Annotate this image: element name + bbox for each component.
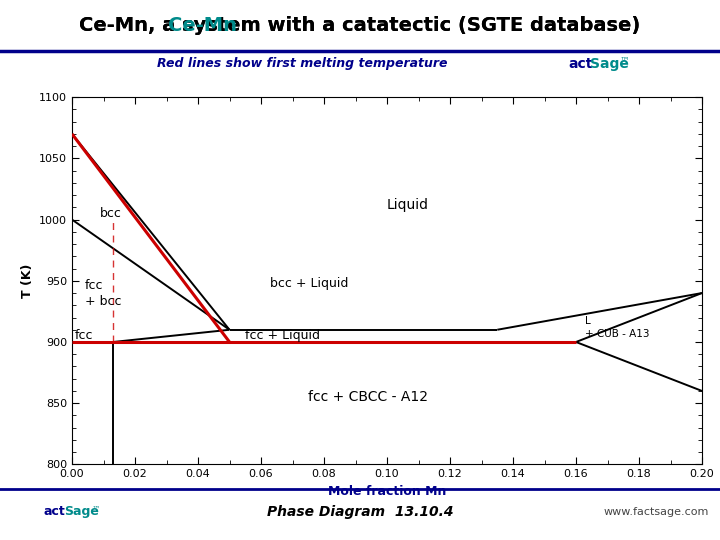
Text: L
+ CUB - A13: L + CUB - A13 bbox=[585, 316, 650, 339]
Text: bcc: bcc bbox=[100, 207, 122, 220]
Text: Ce-Mn, a system with a catatectic (SGTE database): Ce-Mn, a system with a catatectic (SGTE … bbox=[79, 16, 641, 36]
Text: Liquid: Liquid bbox=[387, 198, 429, 212]
X-axis label: Mole fraction Mn: Mole fraction Mn bbox=[328, 485, 446, 498]
Text: Sage: Sage bbox=[590, 57, 629, 71]
Text: act: act bbox=[568, 57, 593, 71]
Text: F: F bbox=[19, 502, 30, 516]
Text: ™: ™ bbox=[619, 56, 629, 65]
Text: fcc: fcc bbox=[75, 329, 94, 342]
Text: Sage: Sage bbox=[64, 505, 99, 518]
Text: www.factsage.com: www.factsage.com bbox=[604, 507, 709, 517]
Text: fcc + CBCC - A12: fcc + CBCC - A12 bbox=[308, 390, 428, 404]
Y-axis label: T (K): T (K) bbox=[21, 264, 34, 298]
Text: Ce-Mn, a system with a catatectic (SGTE database): Ce-Mn, a system with a catatectic (SGTE … bbox=[79, 16, 641, 36]
Text: bcc + Liquid: bcc + Liquid bbox=[271, 276, 348, 290]
Text: Phase Diagram  13.10.4: Phase Diagram 13.10.4 bbox=[266, 505, 454, 519]
Text: ™: ™ bbox=[91, 505, 100, 514]
Text: Ce-Mn: Ce-Mn bbox=[168, 16, 237, 36]
Text: Red lines show first melting temperature: Red lines show first melting temperature bbox=[157, 57, 448, 70]
Text: act: act bbox=[43, 505, 65, 518]
Text: F: F bbox=[545, 56, 555, 71]
Text: fcc
+ bcc: fcc + bcc bbox=[85, 279, 121, 308]
Text: fcc + Liquid: fcc + Liquid bbox=[246, 329, 320, 342]
